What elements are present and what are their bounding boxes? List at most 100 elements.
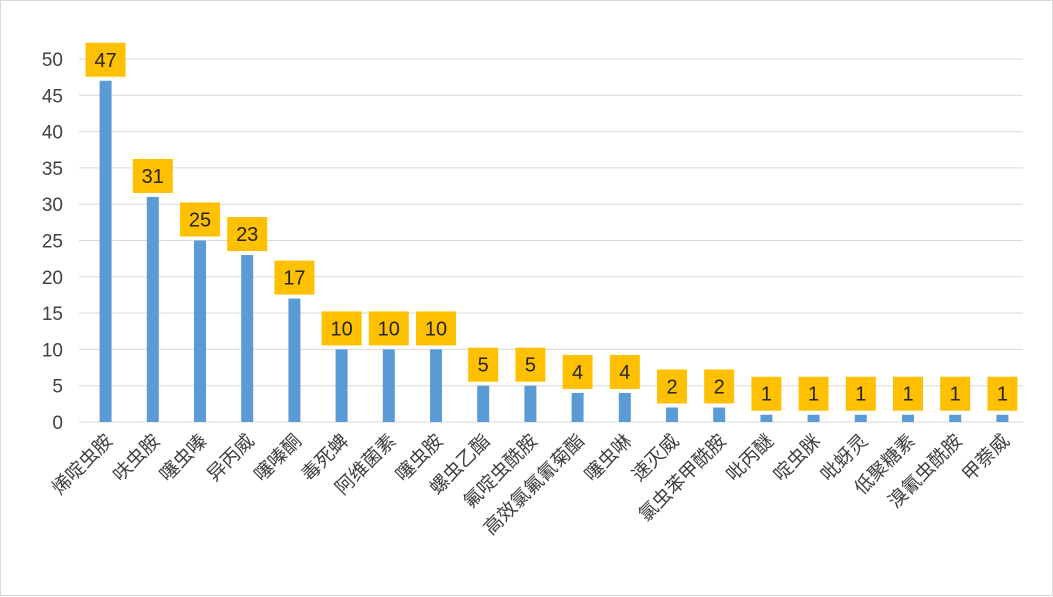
y-tick-label: 25 xyxy=(42,232,63,253)
data-label-background xyxy=(468,347,499,382)
data-label: 1 xyxy=(940,376,971,411)
data-label: 10 xyxy=(368,311,409,346)
data-label-background xyxy=(227,217,268,252)
y-tick-label: 10 xyxy=(42,340,63,361)
x-tick-label: 噻虫嗪 xyxy=(156,430,212,486)
data-label-background xyxy=(515,347,546,382)
data-label-background xyxy=(274,260,315,295)
data-label-background xyxy=(609,354,640,389)
bar xyxy=(146,196,159,422)
data-label-text: 23 xyxy=(236,224,258,246)
data-label: 31 xyxy=(132,158,173,193)
bar xyxy=(666,407,678,422)
bar xyxy=(854,414,867,422)
y-tick-label: 15 xyxy=(42,304,63,325)
bar xyxy=(902,414,914,422)
data-label: 5 xyxy=(515,347,546,382)
bar xyxy=(99,80,112,422)
data-label-text: 10 xyxy=(378,318,400,340)
x-tick-label: 甲萘威 xyxy=(958,430,1014,486)
bars xyxy=(99,80,1009,422)
data-label-text: 5 xyxy=(525,355,536,377)
data-label-text: 4 xyxy=(572,362,583,384)
data-label: 4 xyxy=(609,354,640,389)
x-axis: 烯啶虫胺呋虫胺噻虫嗪异丙威噻嗪酮毒死蜱阿维菌素噻虫胺螺虫乙酯氟啶虫酰胺高效氯氟氰… xyxy=(48,430,1014,540)
data-label-text: 47 xyxy=(94,50,116,72)
bar xyxy=(760,414,773,422)
data-label-text: 2 xyxy=(666,376,677,398)
x-tick-label: 呋虫胺 xyxy=(108,430,164,486)
data-label: 1 xyxy=(893,376,923,411)
data-label-background xyxy=(987,376,1018,411)
data-label: 47 xyxy=(85,42,126,77)
data-label-text: 4 xyxy=(619,362,630,384)
data-label-text: 1 xyxy=(997,384,1008,406)
x-tick-label: 异丙威 xyxy=(203,430,259,486)
bar xyxy=(477,385,490,422)
data-label-text: 10 xyxy=(425,318,447,340)
data-label: 1 xyxy=(987,376,1018,411)
data-label-background xyxy=(132,158,173,193)
data-label-text: 1 xyxy=(902,384,913,406)
x-tick-label: 噻虫啉 xyxy=(580,430,636,486)
bar xyxy=(430,349,442,422)
data-labels: 47 31 25 23 17 10 10 10 5 5 4 4 2 2 1 1 1 1 1 1 xyxy=(85,42,1018,411)
data-label-text: 31 xyxy=(142,166,164,188)
data-label: 1 xyxy=(845,376,876,411)
y-tick-label: 5 xyxy=(52,377,63,398)
data-label-background xyxy=(657,369,687,404)
bar xyxy=(996,414,1009,422)
data-label: 10 xyxy=(321,311,362,346)
bar xyxy=(335,349,348,422)
data-label-background xyxy=(893,376,923,411)
bar xyxy=(524,385,537,422)
data-label-background xyxy=(180,202,220,237)
data-label: 17 xyxy=(274,260,315,295)
bar xyxy=(618,392,631,422)
data-label: 1 xyxy=(751,376,782,411)
bar xyxy=(713,407,726,422)
data-label: 2 xyxy=(704,369,735,404)
x-tick-label: 吡丙醚 xyxy=(722,430,778,486)
y-tick-label: 30 xyxy=(42,195,63,216)
data-label-text: 5 xyxy=(478,355,489,377)
data-label-text: 25 xyxy=(189,210,211,232)
bar xyxy=(382,349,395,422)
data-label-text: 2 xyxy=(714,376,725,398)
data-label: 1 xyxy=(798,376,829,411)
data-label-text: 1 xyxy=(808,384,819,406)
bar xyxy=(194,240,206,422)
data-label: 2 xyxy=(657,369,687,404)
data-label-background xyxy=(940,376,971,411)
data-label: 4 xyxy=(562,354,593,389)
gridlines xyxy=(79,58,1023,423)
y-tick-label: 20 xyxy=(42,268,63,289)
data-label-text: 1 xyxy=(761,384,772,406)
y-tick-label: 0 xyxy=(52,413,63,434)
x-tick-label: 噻嗪酮 xyxy=(250,430,306,486)
data-label-text: 17 xyxy=(283,268,305,290)
y-tick-label: 45 xyxy=(42,86,63,107)
y-axis: 0 5 10 15 20 25 30 35 40 45 50 xyxy=(42,50,63,434)
data-label: 10 xyxy=(416,311,456,346)
data-label-text: 1 xyxy=(950,384,961,406)
data-label-background xyxy=(85,42,126,77)
bar xyxy=(807,414,820,422)
data-label-background xyxy=(751,376,782,411)
data-label-background xyxy=(416,311,456,346)
bar xyxy=(571,392,584,422)
data-label-text: 10 xyxy=(330,318,352,340)
y-tick-label: 50 xyxy=(42,50,63,71)
x-tick-label: 烯啶虫胺 xyxy=(48,430,117,499)
y-tick-label: 40 xyxy=(42,123,63,144)
data-label-background xyxy=(704,369,735,404)
bar xyxy=(949,414,962,422)
data-label: 25 xyxy=(180,202,220,237)
data-label-background xyxy=(321,311,362,346)
data-label: 23 xyxy=(227,217,268,252)
bar xyxy=(241,255,254,422)
data-label-background xyxy=(845,376,876,411)
data-label-background xyxy=(368,311,409,346)
